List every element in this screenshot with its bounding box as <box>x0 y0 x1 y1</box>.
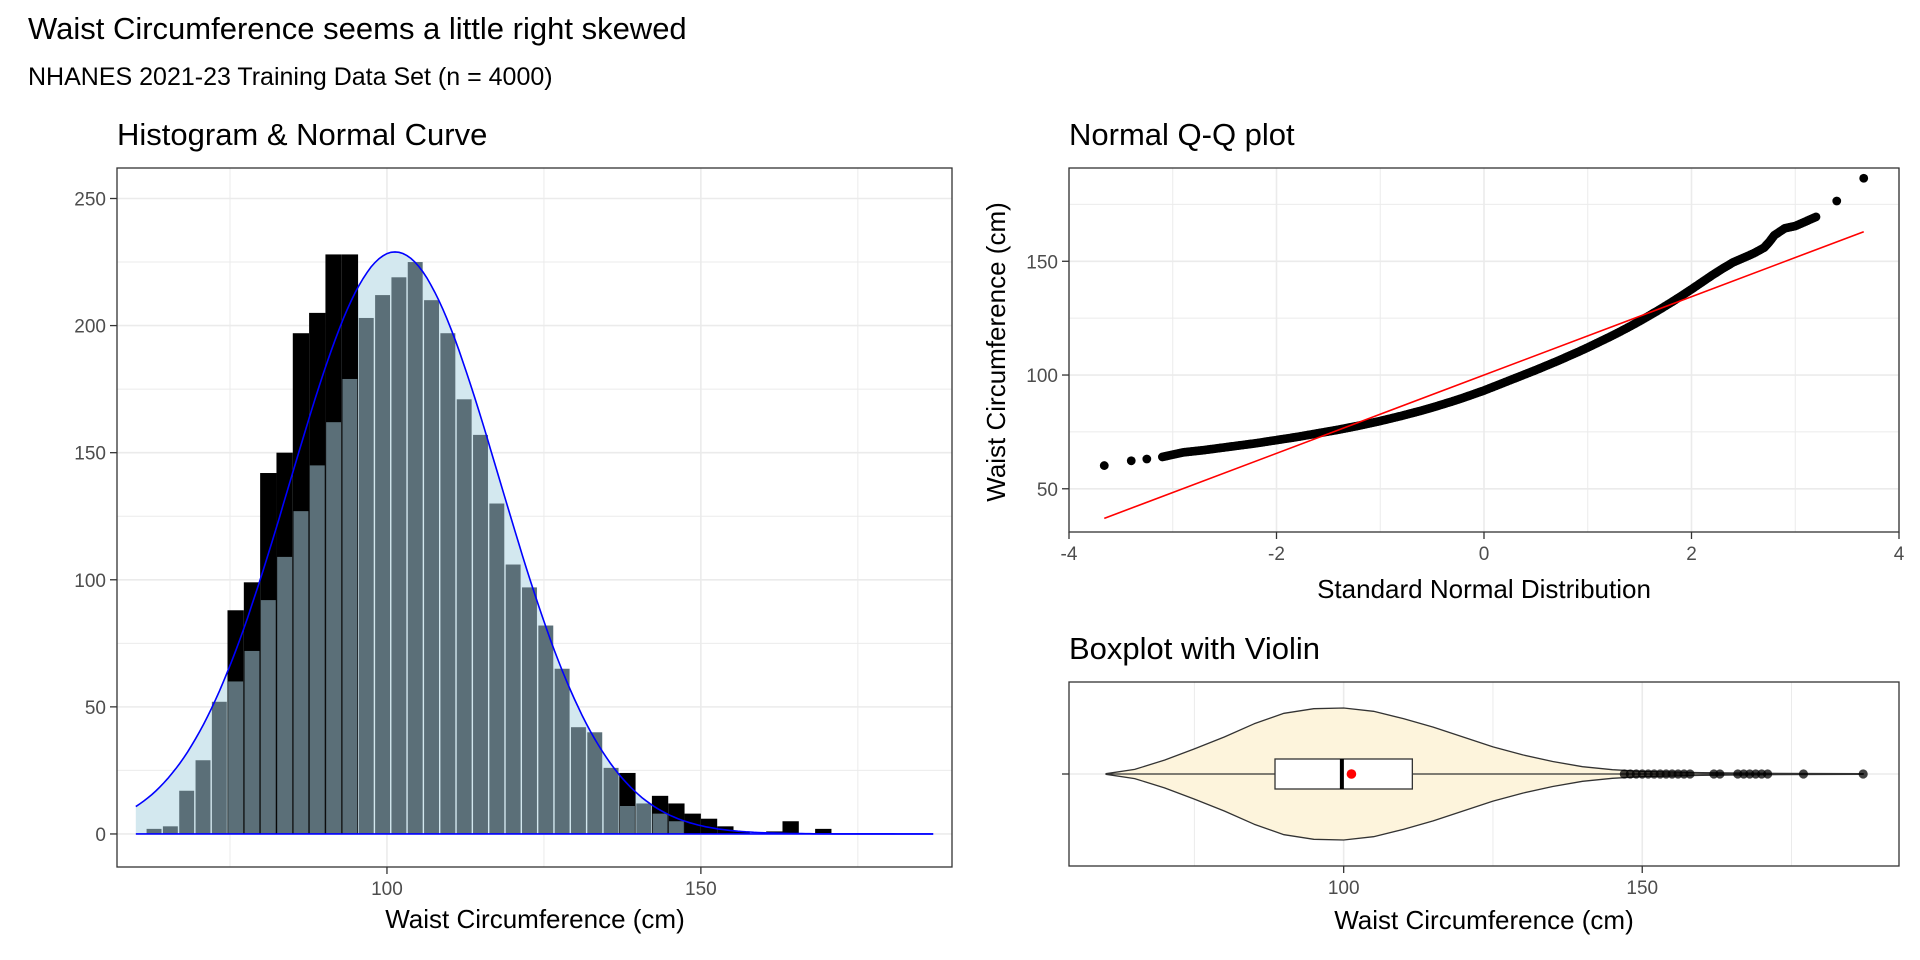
histogram-bar <box>358 317 374 834</box>
histogram-y-tick-label: 150 <box>74 444 106 465</box>
qq-x-tick-label: 2 <box>1686 544 1697 565</box>
histogram-bar <box>473 434 488 834</box>
histogram-panel: Histogram & Normal Curve Waist Circumfer… <box>74 117 953 934</box>
boxplot-outlier <box>1858 769 1868 779</box>
qq-x-tick-label: 4 <box>1894 544 1905 565</box>
histogram-bar-black <box>815 828 832 834</box>
qq-x-tick-label: 0 <box>1479 544 1490 565</box>
histogram-bar <box>603 767 619 834</box>
qq-point <box>1859 173 1869 183</box>
boxplot-x-tick-label: 100 <box>1328 878 1360 899</box>
qq-point <box>1811 212 1821 222</box>
qq-point <box>1142 454 1152 464</box>
histogram-bar <box>244 650 260 834</box>
histogram-bar <box>440 333 456 834</box>
boxplot-outlier <box>1715 769 1725 779</box>
boxplot-outlier <box>1763 769 1773 779</box>
histogram-y-tick-label: 50 <box>85 698 106 719</box>
qq-plot-y-axis-title: Waist Circumference (cm) <box>981 202 1011 502</box>
histogram-bar <box>407 262 423 834</box>
qq-grid <box>1068 168 1900 532</box>
boxplot-x-tick-label: 150 <box>1626 878 1658 899</box>
boxplot-mean-point <box>1346 769 1357 779</box>
histogram-bar <box>505 564 521 834</box>
histogram-bar <box>570 727 586 834</box>
histogram-bar <box>522 587 537 834</box>
histogram-y-tick-label: 100 <box>74 571 106 592</box>
boxplot-title: Boxplot with Violin <box>1069 631 1320 666</box>
histogram-bar <box>260 600 276 834</box>
histogram-panel-border <box>116 167 953 868</box>
qq-plot-x-axis-title: Standard Normal Distribution <box>1317 574 1651 604</box>
histogram-bar <box>636 803 652 834</box>
qq-reference-line <box>1103 230 1865 520</box>
histogram-bar <box>554 668 570 834</box>
histogram-bar <box>326 422 342 834</box>
qq-y-tick-label: 100 <box>1026 366 1058 387</box>
histogram-bar <box>162 826 178 834</box>
boxplot-outlier <box>1685 769 1695 779</box>
histogram-bar <box>538 625 554 834</box>
qq-x-tick-label: -4 <box>1061 544 1078 565</box>
histogram-bar <box>146 828 162 834</box>
histogram-bar <box>293 511 309 834</box>
qq-point <box>1099 461 1109 470</box>
histogram-bar <box>489 503 505 834</box>
histogram-x-tick-label: 150 <box>685 879 717 900</box>
histogram-y-tick-label: 200 <box>74 317 106 338</box>
boxplot-outlier <box>1798 769 1809 779</box>
qq-point <box>1832 196 1842 206</box>
histogram-bar <box>195 760 211 834</box>
boxplot-x-axis-title: Waist Circumference (cm) <box>1334 905 1634 935</box>
histogram-bar <box>456 399 472 834</box>
histogram-bar <box>211 701 227 834</box>
qq-y-tick-label: 150 <box>1026 252 1058 273</box>
histogram-bar <box>309 465 325 834</box>
histogram-bar <box>277 556 293 834</box>
histogram-y-tick-label: 250 <box>74 190 106 211</box>
histogram-bar-black <box>733 831 750 834</box>
histogram-x-axis-title: Waist Circumference (cm) <box>385 904 685 934</box>
qq-plot-title: Normal Q-Q plot <box>1069 117 1295 152</box>
histogram-grid <box>117 168 952 867</box>
histogram-bar <box>587 732 603 834</box>
histogram-title: Histogram & Normal Curve <box>117 117 487 152</box>
boxplot-panel: Boxplot with Violin Waist Circumference … <box>1062 631 1900 935</box>
figure-subtitle: NHANES 2021-23 Training Data Set (n = 40… <box>28 63 553 91</box>
qq-y-tick-label: 50 <box>1037 480 1058 501</box>
histogram-bar <box>652 813 668 834</box>
qq-x-tick-label: -2 <box>1268 544 1285 565</box>
histogram-bar-black <box>700 818 718 834</box>
histogram-bar <box>424 300 439 834</box>
histogram-bar <box>668 821 684 834</box>
histogram-bar <box>228 681 244 834</box>
qq-plot-panel: Normal Q-Q plot Standard Normal Distribu… <box>981 117 1905 604</box>
histogram-bar <box>179 790 195 834</box>
histogram-bar <box>391 277 407 834</box>
figure-title: Waist Circumference seems a little right… <box>28 11 687 46</box>
histogram-bar <box>375 295 391 834</box>
qq-point <box>1126 456 1136 466</box>
histogram-bar <box>619 805 635 834</box>
qq-points <box>1099 173 1869 470</box>
histogram-bar <box>342 378 358 834</box>
histogram-y-tick-label: 0 <box>95 825 106 846</box>
histogram-x-tick-label: 100 <box>371 879 403 900</box>
histogram-bar-black <box>782 821 799 834</box>
